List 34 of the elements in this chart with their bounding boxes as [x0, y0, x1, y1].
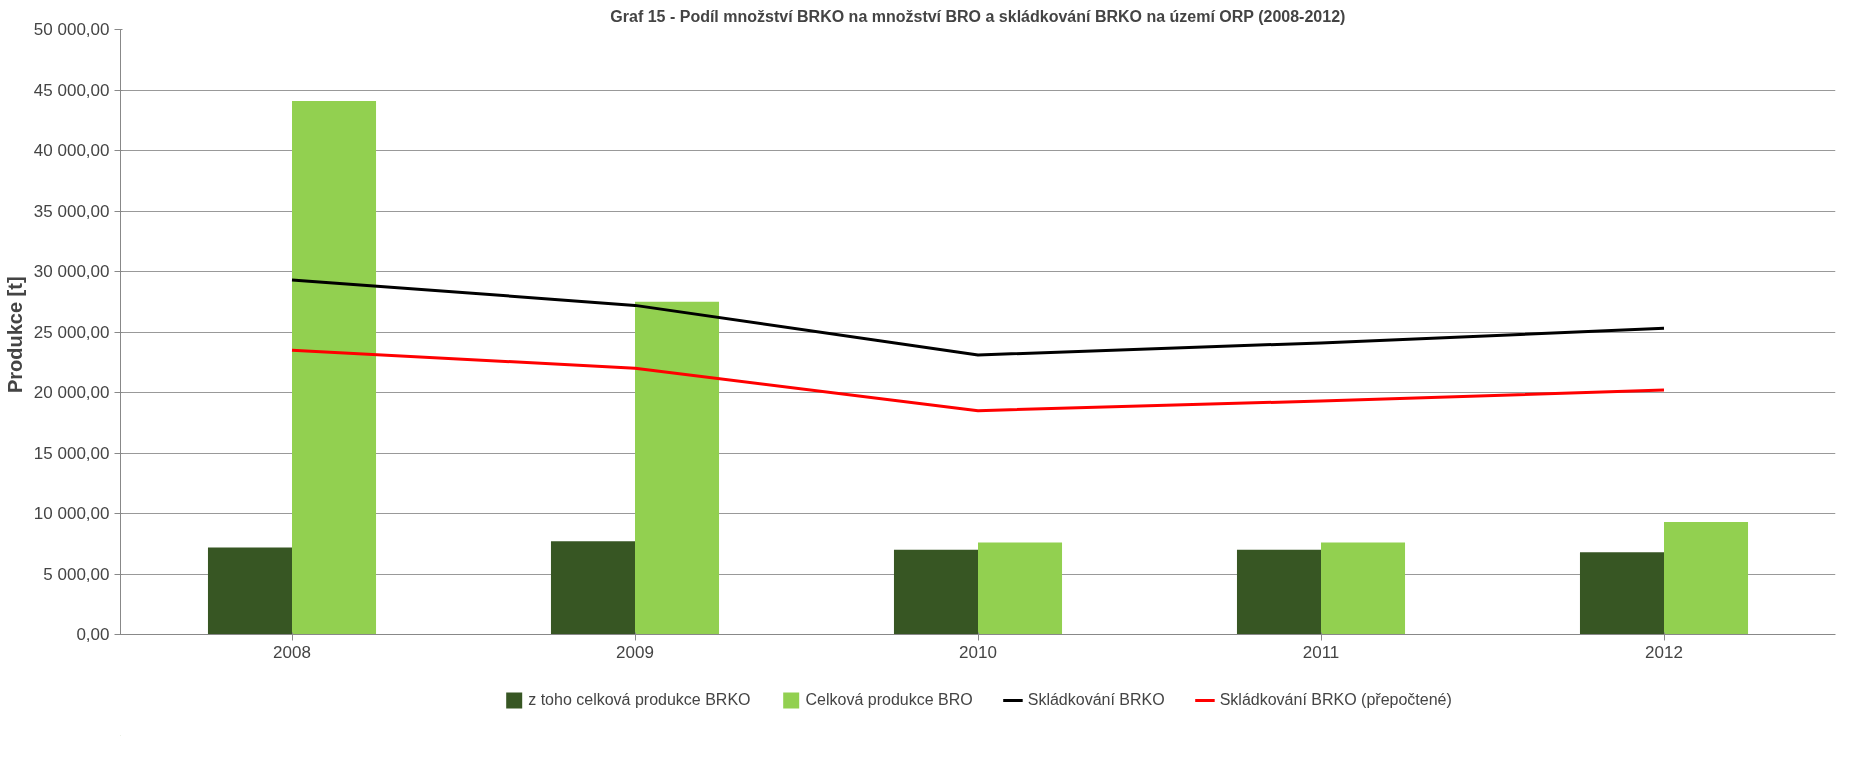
- legend-label: Skládkování BRKO: [1027, 691, 1165, 709]
- bar: [1236, 549, 1321, 635]
- bar: [1664, 521, 1749, 635]
- y-tick-label: 0,00: [76, 625, 110, 644]
- y-tick-label: 50 000,00: [33, 20, 110, 39]
- y-tick-label: 45 000,00: [33, 80, 110, 100]
- y-tick-label: 30 000,00: [33, 262, 110, 281]
- bar: [1321, 542, 1406, 635]
- bar: [207, 547, 292, 635]
- y-tick-label: 15 000,00: [33, 443, 110, 463]
- bar: [550, 541, 635, 635]
- x-tick-label: 2011: [1302, 642, 1340, 662]
- chart-title: Graf 15 - Podíl množství BRKO na množství BRO a skládkování BRKO na území ORP (2008-2012): [610, 7, 1346, 25]
- line-series: [290, 278, 1666, 357]
- line-series: [290, 348, 1666, 413]
- bar: [1579, 552, 1664, 635]
- x-tick-label: 2009: [616, 642, 654, 662]
- y-tick-label: 25 000,00: [33, 322, 110, 342]
- bar: [635, 301, 720, 635]
- y-tick-label: 35 000,00: [33, 201, 110, 221]
- x-tick-label: 2012: [1645, 642, 1683, 662]
- legend-label: z toho celková produkce BRKO: [528, 691, 751, 709]
- bar: [893, 549, 978, 635]
- y-tick-label: 5 000,00: [43, 564, 110, 584]
- y-axis-title: Produkce [t]: [3, 276, 26, 394]
- bar: [978, 542, 1063, 635]
- y-tick-label: 10 000,00: [33, 504, 110, 523]
- legend-label: Celková produkce BRO: [805, 691, 973, 709]
- x-tick-label: 2010: [959, 642, 997, 662]
- x-tick-label: 2008: [273, 642, 311, 662]
- y-tick-label: 20 000,00: [33, 383, 110, 402]
- y-tick-label: 40 000,00: [33, 141, 110, 160]
- bar: [292, 100, 377, 635]
- legend-label: Skládkování BRKO (přepočtené): [1219, 691, 1452, 709]
